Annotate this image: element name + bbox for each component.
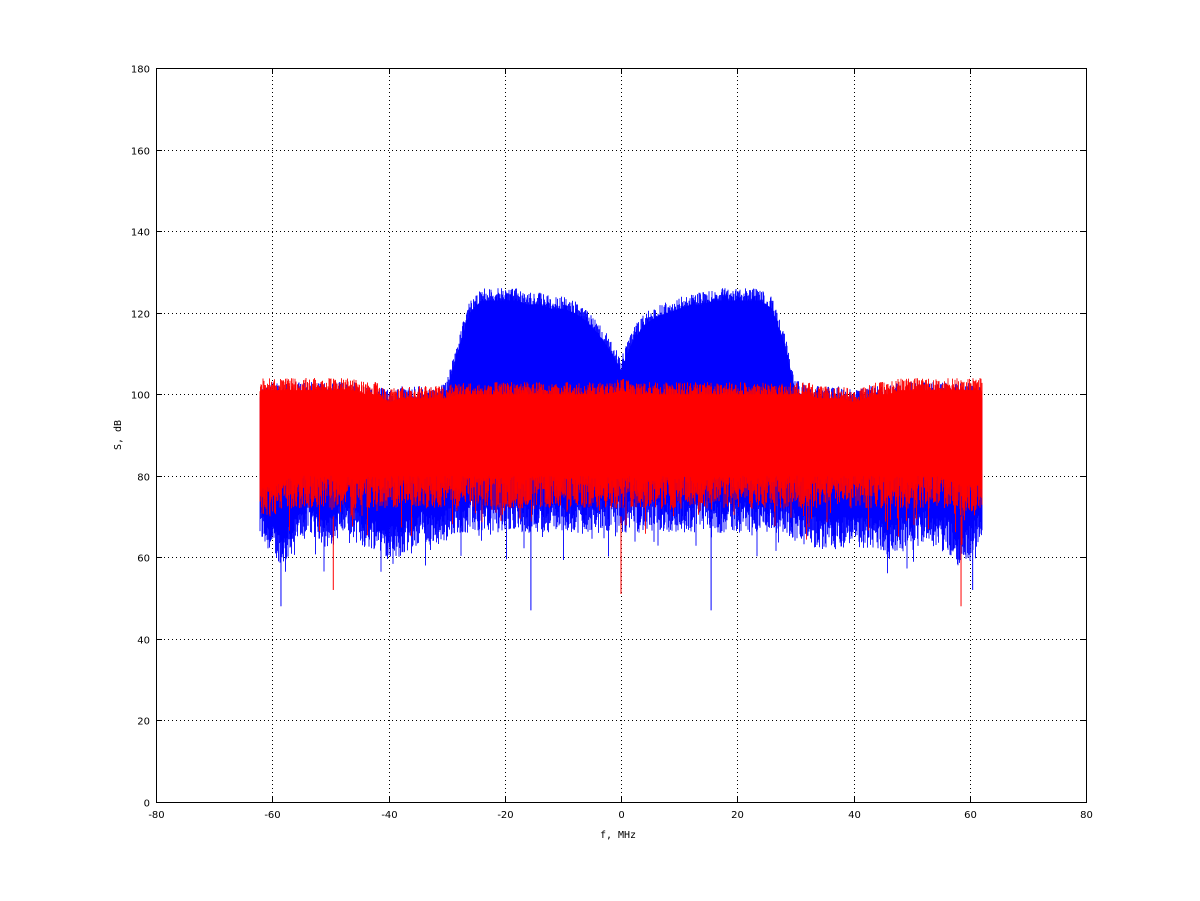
x-tick-label: 20 <box>731 810 744 821</box>
y-tick-label: 100 <box>131 391 150 402</box>
y-tick-label: 120 <box>131 310 150 321</box>
x-tick-label: -60 <box>264 810 280 821</box>
y-tick-label: 40 <box>137 636 150 647</box>
series-layer <box>259 288 983 611</box>
y-tick-label: 0 <box>144 799 150 810</box>
x-tick-label: 40 <box>848 810 861 821</box>
series-red-fill <box>260 390 982 480</box>
ticks: -80 -60 -40 -20 0 20 40 60 80 0 20 40 60 80 100 120 140 1… <box>131 65 1093 822</box>
y-tick-label: 140 <box>131 228 150 239</box>
x-tick-label: 0 <box>618 810 624 821</box>
y-axis-label: S, dB <box>113 420 124 450</box>
y-tick-label: 160 <box>131 147 150 158</box>
x-tick-label: -20 <box>497 810 513 821</box>
x-tick-label: 60 <box>964 810 977 821</box>
x-tick-label: -40 <box>381 810 397 821</box>
y-tick-label: 20 <box>137 717 150 728</box>
y-tick-label: 180 <box>131 65 150 76</box>
x-tick-label: -80 <box>148 810 164 821</box>
x-tick-label: 80 <box>1080 810 1093 821</box>
y-tick-label: 80 <box>137 473 150 484</box>
y-tick-label: 60 <box>137 554 150 565</box>
x-axis-label: f, MHz <box>600 830 636 841</box>
